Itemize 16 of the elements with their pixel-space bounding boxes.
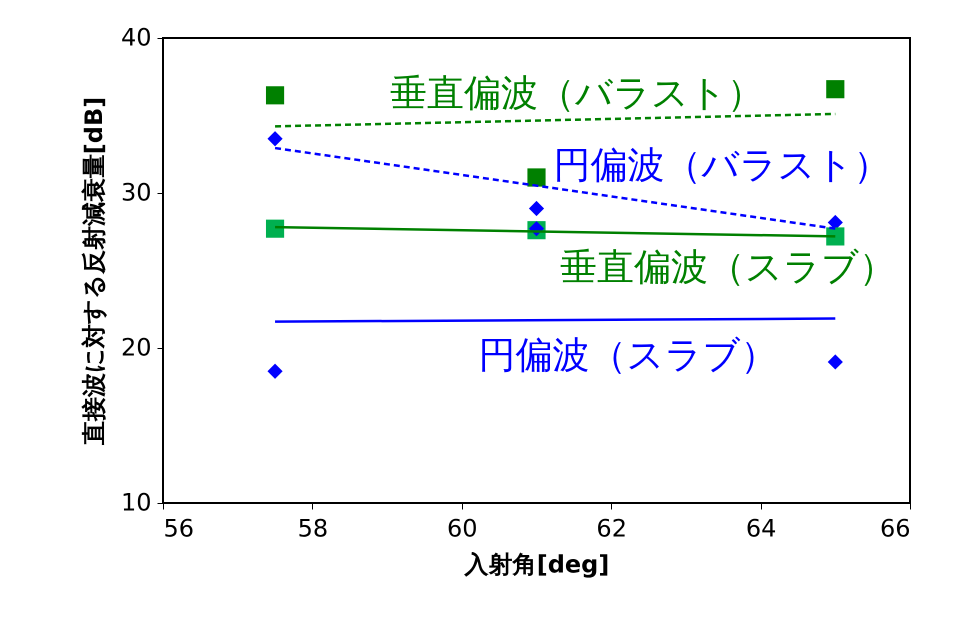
annotation: 円偏波（スラブ） <box>478 334 778 376</box>
x-tick-label: 62 <box>596 514 627 542</box>
x-tick-label: 66 <box>880 514 910 542</box>
annotation: 垂直偏波（バラスト） <box>390 72 764 114</box>
y-tick-label: 40 <box>120 24 152 52</box>
x-tick-label: 60 <box>447 514 478 542</box>
x-axis-title: 入射角[deg] <box>464 550 610 578</box>
y-axis-title: 直接波に対する反射減衰量[dB] <box>80 96 108 446</box>
y-tick-label: 20 <box>120 334 152 362</box>
x-tick-label: 58 <box>298 514 328 542</box>
y-tick-label: 10 <box>120 488 152 516</box>
x-tick-label: 64 <box>746 514 776 542</box>
x-tick-label: 56 <box>164 514 194 542</box>
annotation: 垂直偏波（スラブ） <box>560 246 896 288</box>
annotation: 円偏波（バラスト） <box>554 144 890 186</box>
y-tick-label: 30 <box>120 178 152 206</box>
